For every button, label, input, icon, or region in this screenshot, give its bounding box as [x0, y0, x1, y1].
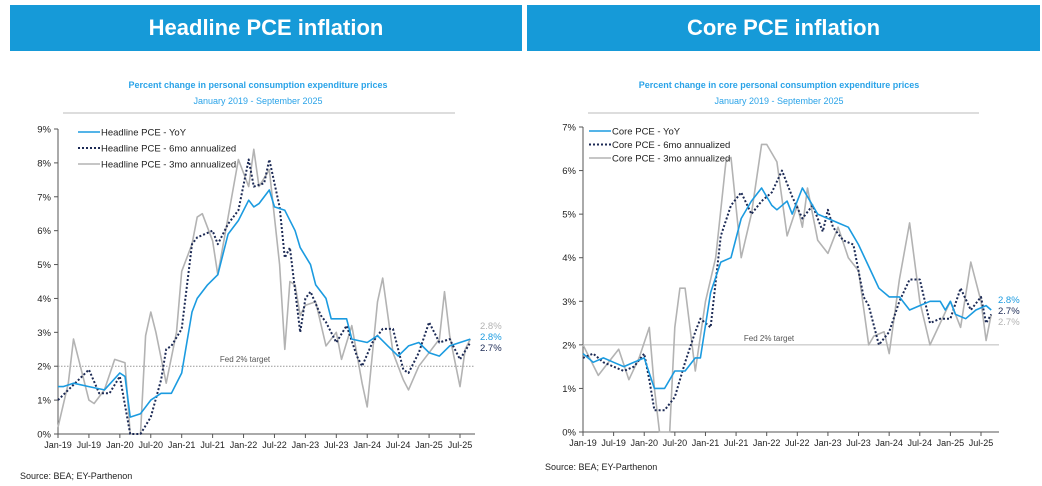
x-tick-label: Jul-25 — [969, 438, 994, 448]
x-tick-label: Jan-22 — [230, 440, 258, 450]
y-tick-label: 6% — [562, 166, 576, 177]
x-tick-label: Jan-25 — [415, 440, 443, 450]
x-tick-label: Jan-25 — [937, 438, 965, 448]
x-tick-label: Jan-23 — [292, 440, 320, 450]
x-tick-label: Jul-20 — [663, 438, 688, 448]
y-tick-label: 0% — [37, 430, 51, 441]
y-tick-label: 7% — [37, 192, 51, 203]
x-tick-label: Jul-24 — [386, 440, 411, 450]
series-line-0 — [58, 189, 471, 418]
end-label-2: 2.8% — [480, 321, 502, 332]
y-tick-label: 8% — [37, 158, 51, 169]
y-tick-label: 4% — [562, 253, 576, 264]
y-tick-label: 4% — [37, 294, 51, 305]
fed-target-label: Fed 2% target — [744, 334, 795, 343]
x-tick-label: Jan-22 — [753, 438, 781, 448]
legend-label: Headline PCE - 6mo annualized — [101, 144, 236, 155]
x-tick-label: Jan-19 — [569, 438, 597, 448]
legend-label: Headline PCE - 3mo annualized — [101, 160, 236, 171]
y-tick-label: 5% — [37, 260, 51, 271]
x-tick-label: Jul-23 — [324, 440, 349, 450]
series-line-0 — [582, 187, 992, 390]
chart-title: Percent change in core personal consumpt… — [639, 80, 920, 90]
end-label-2: 2.7% — [998, 317, 1020, 328]
y-tick-label: 1% — [37, 396, 51, 407]
chart-subtitle: January 2019 - September 2025 — [193, 96, 322, 106]
y-tick-label: 3% — [37, 328, 51, 339]
y-tick-label: 1% — [562, 384, 576, 395]
x-tick-label: Jan-20 — [106, 440, 134, 450]
y-tick-label: 6% — [37, 226, 51, 237]
chart-title: Percent change in personal consumption e… — [128, 80, 387, 90]
x-tick-label: Jan-23 — [814, 438, 842, 448]
x-tick-label: Jan-24 — [353, 440, 381, 450]
x-tick-label: Jan-24 — [875, 438, 903, 448]
end-label-1: 2.7% — [998, 306, 1020, 317]
end-label-1: 2.7% — [480, 343, 502, 354]
x-tick-label: Jul-23 — [846, 438, 871, 448]
y-tick-label: 2% — [562, 340, 576, 351]
headline-source: Source: BEA; EY-Parthenon — [20, 471, 133, 481]
x-tick-label: Jul-19 — [601, 438, 626, 448]
core-header: Core PCE inflation — [527, 5, 1040, 51]
x-tick-label: Jul-21 — [724, 438, 749, 448]
series-line-2 — [582, 143, 992, 433]
x-tick-label: Jul-22 — [785, 438, 810, 448]
y-tick-label: 9% — [37, 125, 51, 136]
end-label-0: 2.8% — [480, 332, 502, 343]
legend-label: Core PCE - 6mo annualized — [612, 140, 730, 151]
series-line-1 — [57, 158, 472, 435]
fed-target-label: Fed 2% target — [220, 355, 271, 364]
core-pce-chart: Percent change in core personal consumpt… — [562, 80, 1020, 448]
x-tick-label: Jul-25 — [448, 440, 473, 450]
y-tick-label: 7% — [562, 123, 576, 134]
core-source: Source: BEA; EY-Parthenon — [545, 462, 658, 472]
legend-label: Core PCE - 3mo annualized — [612, 154, 730, 165]
legend-label: Core PCE - YoY — [612, 127, 681, 138]
legend-label: Headline PCE - YoY — [101, 128, 187, 139]
x-tick-label: Jul-22 — [262, 440, 287, 450]
y-tick-label: 2% — [37, 362, 51, 373]
x-tick-label: Jul-24 — [908, 438, 933, 448]
end-label-0: 2.8% — [998, 295, 1020, 306]
series-line-1 — [582, 169, 993, 412]
x-tick-label: Jan-19 — [44, 440, 72, 450]
headline-pce-chart: Percent change in personal consumption e… — [37, 80, 502, 450]
y-tick-label: 0% — [562, 428, 576, 439]
x-tick-label: Jul-19 — [77, 440, 102, 450]
headline-header: Headline PCE inflation — [10, 5, 522, 51]
y-tick-label: 5% — [562, 210, 576, 221]
x-tick-label: Jan-20 — [630, 438, 658, 448]
chart-subtitle: January 2019 - September 2025 — [714, 96, 843, 106]
x-tick-label: Jan-21 — [692, 438, 720, 448]
x-tick-label: Jan-21 — [168, 440, 196, 450]
series-line-2 — [57, 148, 472, 435]
x-tick-label: Jul-21 — [200, 440, 225, 450]
x-tick-label: Jul-20 — [139, 440, 164, 450]
y-tick-label: 3% — [562, 297, 576, 308]
